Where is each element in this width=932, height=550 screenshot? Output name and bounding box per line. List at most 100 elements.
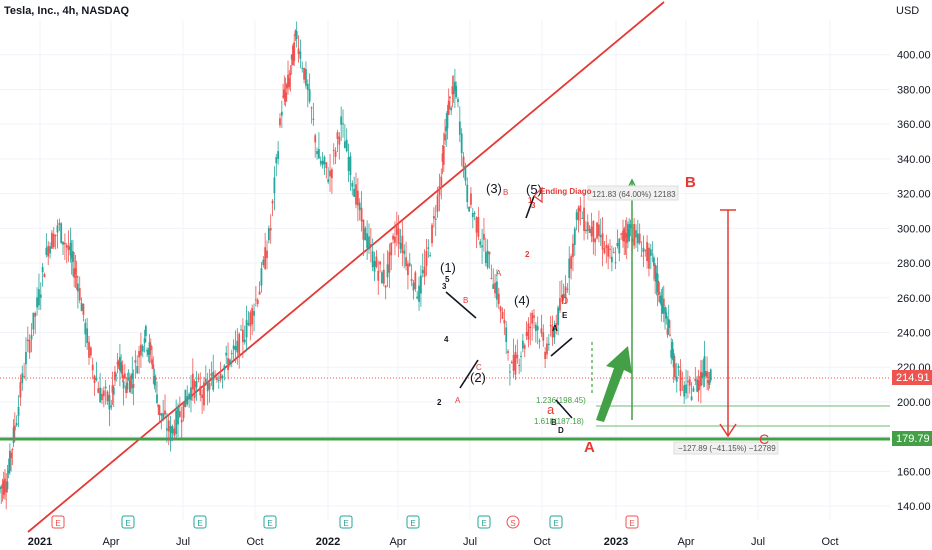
candle-body — [238, 333, 241, 358]
candle-body — [527, 323, 530, 340]
candle-body — [203, 382, 205, 406]
candle-body — [279, 118, 281, 126]
svg-text:E: E — [481, 519, 486, 528]
candle-body — [666, 328, 669, 335]
candle-body — [603, 248, 606, 254]
candle-body — [533, 315, 535, 318]
candle-body — [470, 193, 472, 205]
candle-body — [273, 177, 276, 194]
candle-body — [80, 302, 83, 311]
candle-body — [538, 340, 541, 342]
candle-body — [227, 358, 229, 371]
candle-body — [505, 327, 508, 342]
candle-body — [223, 365, 226, 370]
candle-body — [74, 268, 77, 275]
candle-body — [605, 245, 608, 249]
candle-body — [669, 334, 671, 336]
candle-body — [660, 295, 663, 306]
candle-body — [338, 136, 341, 145]
candle-body — [347, 157, 350, 171]
candle-body — [6, 481, 9, 490]
candle-body — [58, 223, 61, 225]
candle-body — [275, 157, 278, 164]
candle-body — [636, 233, 639, 244]
candle-body — [432, 216, 435, 219]
candle-body — [592, 220, 595, 242]
y-tick-label: 300.00 — [897, 223, 931, 235]
e-label: E — [562, 311, 568, 320]
candle-body — [594, 238, 597, 243]
candle-body — [253, 311, 255, 316]
candle-body — [588, 229, 591, 233]
small-a-label: a — [547, 402, 555, 417]
candle-body — [575, 212, 578, 220]
candle-body — [390, 242, 393, 256]
y-tick-label: 400.00 — [897, 50, 931, 62]
candle-body — [356, 190, 359, 206]
svg-text:E: E — [125, 519, 130, 528]
candle-body — [144, 326, 147, 337]
candle-body — [369, 243, 372, 246]
candle-body — [659, 295, 661, 303]
sub-b2-label: B — [503, 188, 508, 197]
candle-body — [499, 306, 502, 312]
candle-body — [405, 257, 407, 267]
num-3b-label: 3 — [531, 201, 536, 210]
candle-body — [581, 217, 584, 219]
candle-body — [654, 264, 657, 279]
candle-body — [401, 235, 404, 254]
candle-body — [360, 207, 363, 222]
candle-body — [73, 268, 76, 278]
candle-body — [158, 405, 161, 416]
candle-body — [266, 250, 268, 258]
trend-line[interactable] — [27, 1, 665, 533]
candle-body — [136, 366, 139, 374]
candle-body — [245, 319, 248, 338]
y-tick-label: 320.00 — [897, 189, 931, 201]
candle-body — [382, 269, 385, 284]
svg-text:E: E — [197, 519, 202, 528]
candle-body — [651, 253, 654, 255]
candle-body — [661, 303, 664, 314]
candle-body — [140, 344, 142, 356]
candle-body — [466, 184, 469, 203]
candle-body — [78, 288, 81, 301]
candle-body — [201, 394, 204, 398]
candle-body — [17, 406, 20, 416]
candle-body — [468, 206, 471, 212]
event-marker: S — [506, 515, 520, 529]
candle-body — [112, 387, 115, 395]
candle-body — [38, 289, 40, 306]
candle-body — [165, 428, 168, 431]
candle-body — [709, 369, 712, 381]
num-3-label: 3 — [442, 282, 447, 291]
candle-body — [184, 389, 187, 407]
candle-body — [410, 279, 413, 282]
wave-lines — [445, 195, 573, 419]
candle-body — [156, 394, 158, 403]
candle-body — [171, 426, 174, 434]
candle-body — [648, 247, 650, 269]
candle-body — [531, 312, 534, 324]
candle-body — [319, 160, 322, 164]
event-marker: E — [625, 515, 639, 529]
candle-body — [458, 121, 461, 135]
candle-body — [148, 342, 151, 355]
fat-arrow[interactable] — [596, 346, 632, 422]
candle-body — [34, 313, 37, 317]
num-5-label: 5 — [445, 275, 450, 284]
candle-body — [453, 81, 456, 92]
candle-body — [612, 252, 615, 254]
candle-body — [525, 332, 528, 336]
candle-body — [216, 377, 218, 380]
candle-body — [421, 270, 424, 274]
candle-body — [434, 218, 437, 220]
candle-body — [182, 402, 185, 419]
measure-up-text: 121.83 (64.00%) 12183 — [592, 190, 676, 199]
big-b-label: B — [685, 174, 696, 191]
candle-body — [127, 377, 130, 380]
candle-body — [501, 311, 504, 319]
candle-body — [151, 359, 153, 365]
candle-body — [483, 233, 485, 240]
